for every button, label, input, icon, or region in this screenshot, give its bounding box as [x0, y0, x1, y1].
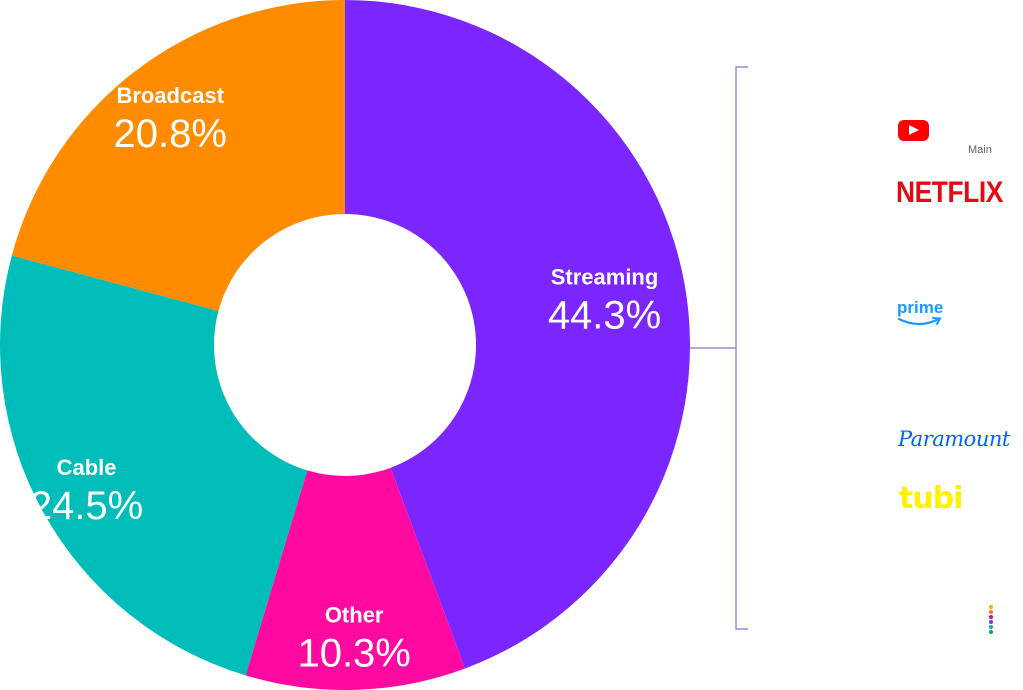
slice-value-cable: 24.5%	[30, 484, 143, 528]
prime-text: prime	[897, 298, 944, 317]
slice-cable	[0, 255, 308, 676]
peacock-dot	[989, 610, 993, 614]
youtube-logo	[898, 120, 929, 141]
slice-label-cable: Cable	[57, 455, 117, 480]
peacock-dot	[989, 605, 993, 609]
streaming-bracket	[690, 66, 748, 630]
amazon-smile-icon	[897, 317, 942, 326]
peacock-dot	[989, 625, 993, 629]
netflix-logo: NETFLIX	[896, 176, 1003, 209]
youtube-main-label: Main	[968, 144, 992, 156]
tubi-logo: tubi	[899, 481, 963, 516]
slice-label-broadcast: Broadcast	[116, 83, 224, 108]
peacock-dot	[989, 630, 993, 634]
play-icon	[909, 125, 919, 135]
slice-streaming	[345, 0, 690, 669]
slice-value-streaming: 44.3%	[548, 293, 661, 337]
slice-value-broadcast: 20.8%	[114, 112, 227, 156]
peacock-dots-icon	[988, 605, 994, 635]
slice-other	[245, 467, 466, 690]
paramount-logo: Paramount	[898, 427, 1010, 451]
slice-value-other: 10.3%	[297, 631, 410, 675]
peacock-dot	[989, 620, 993, 624]
prime-video-logo: prime	[897, 298, 944, 326]
slice-broadcast	[11, 0, 345, 311]
peacock-dot	[989, 615, 993, 619]
slice-label-other: Other	[325, 602, 384, 627]
slice-label-streaming: Streaming	[551, 264, 659, 289]
